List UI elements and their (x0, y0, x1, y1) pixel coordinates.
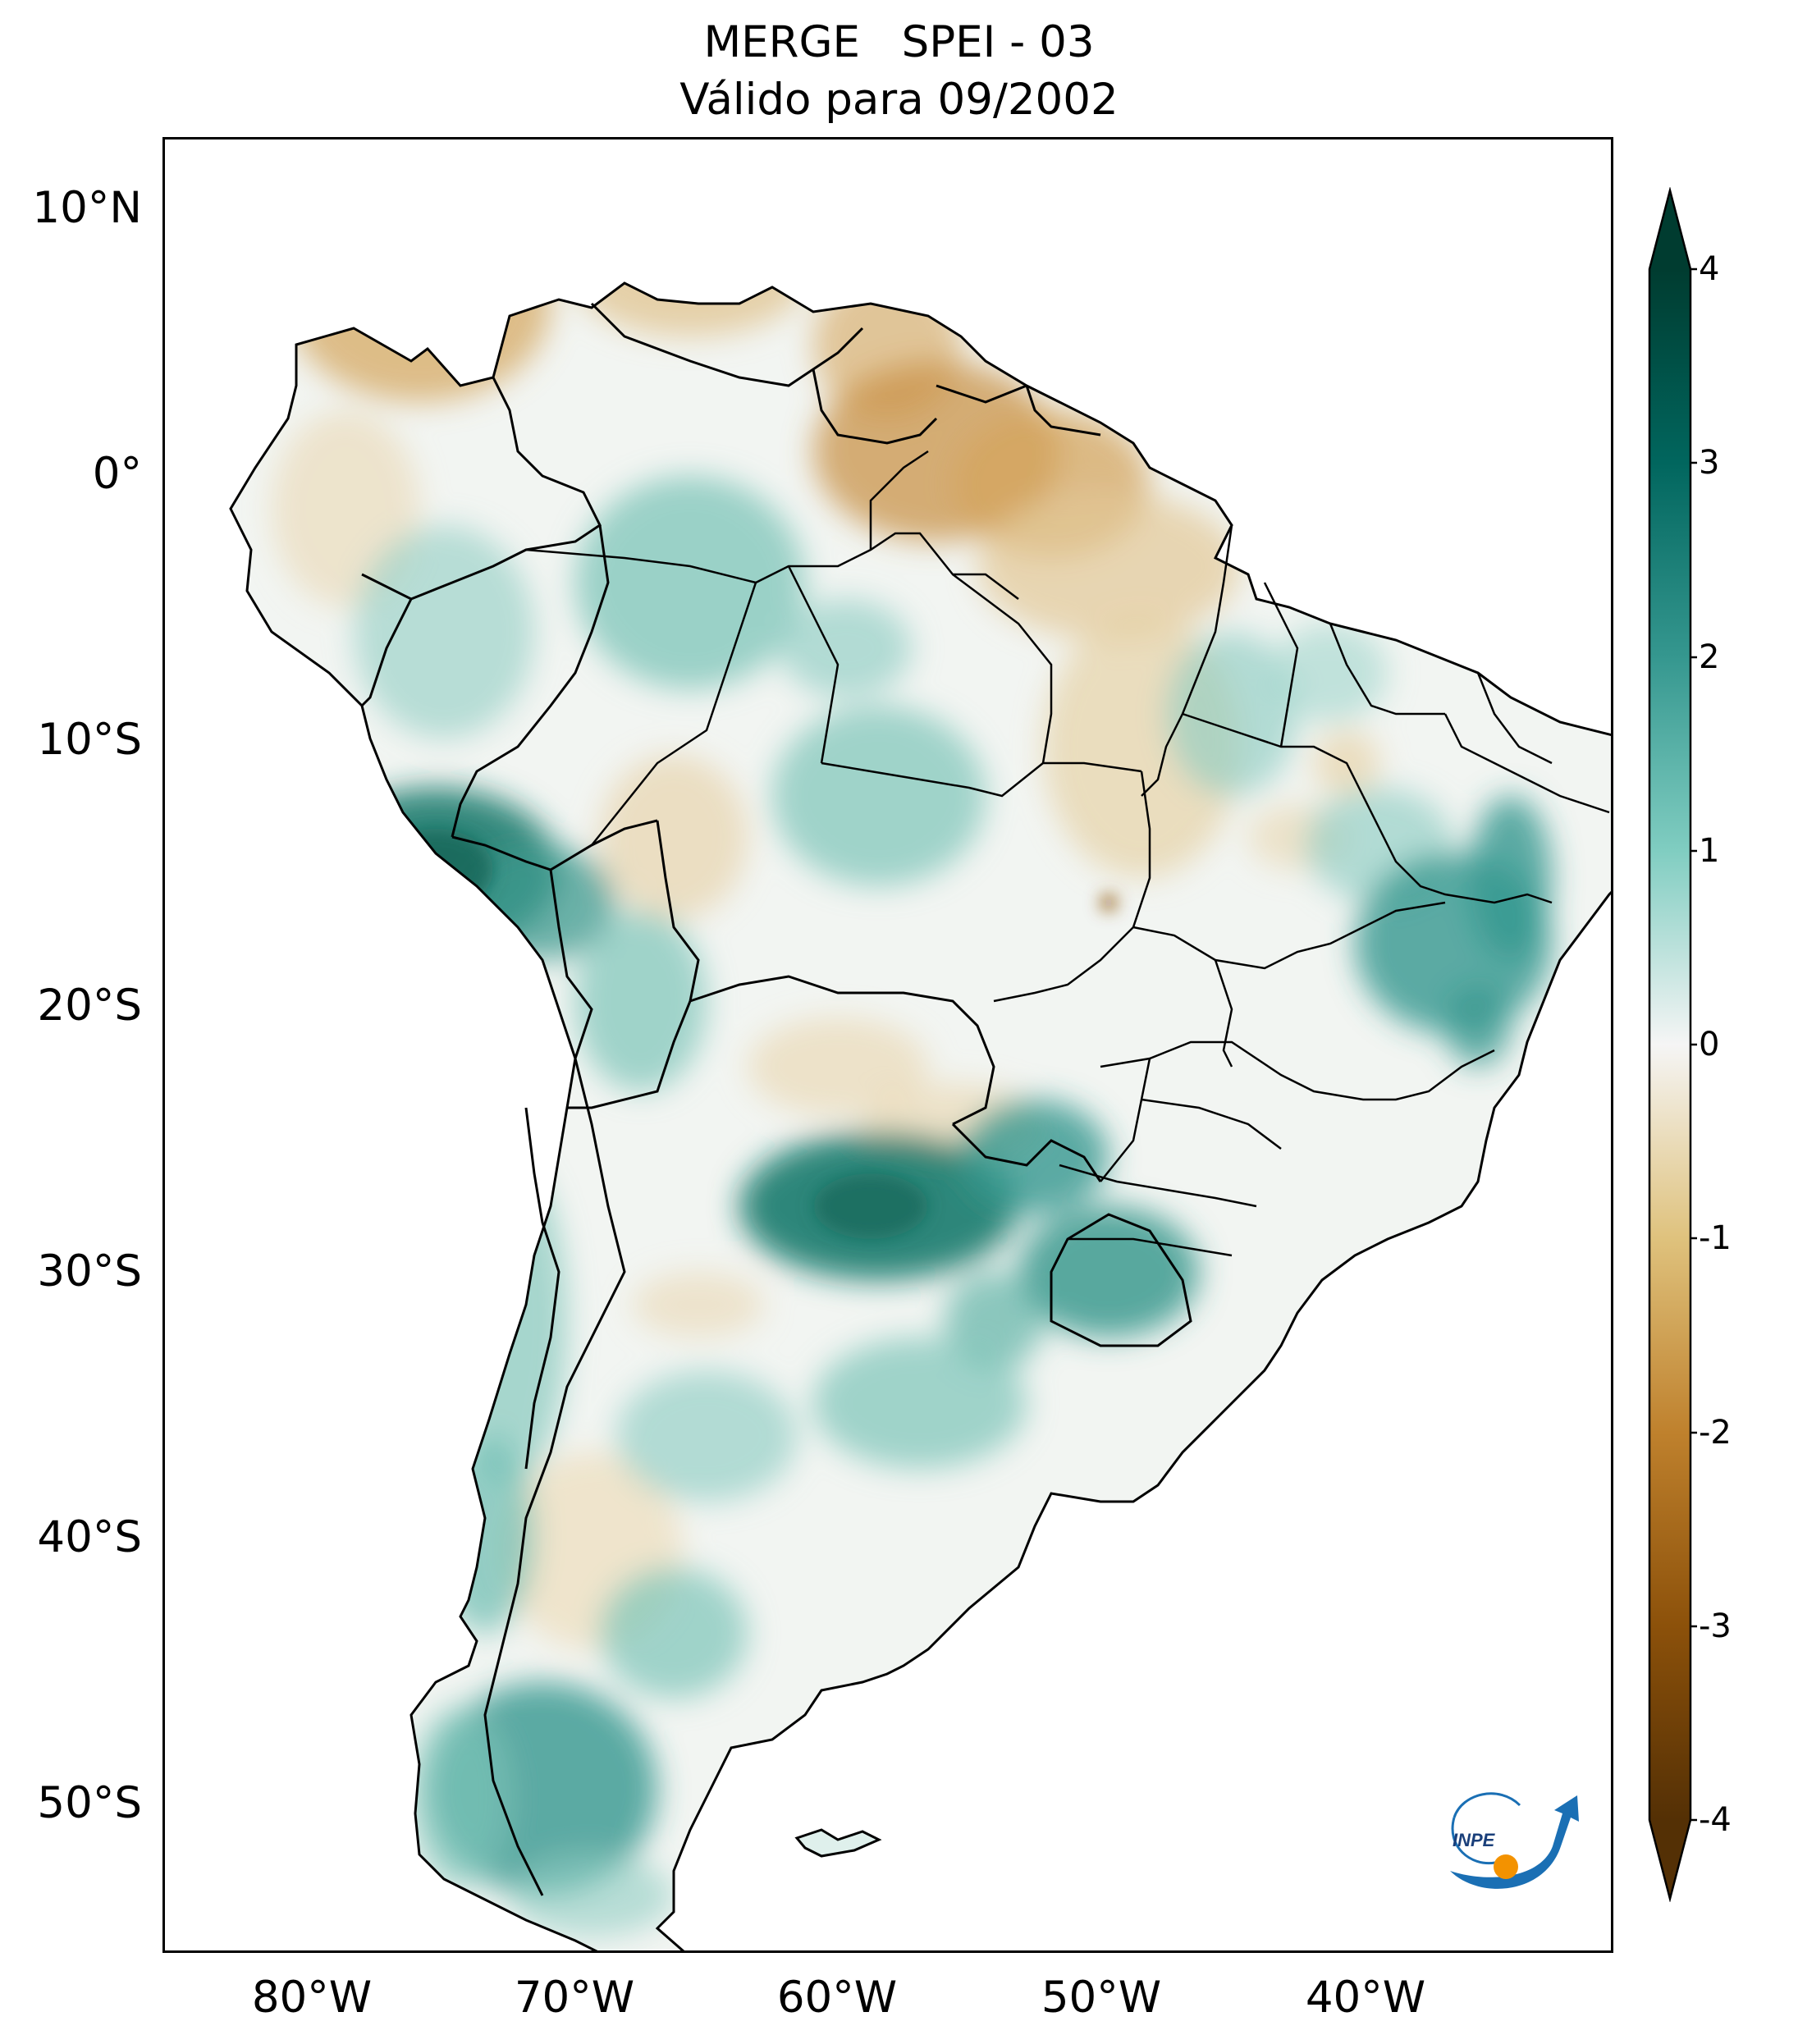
colorbar-tick-0: 0 (1699, 1026, 1720, 1063)
lat-label-10n: 10°N (32, 183, 142, 233)
colorbar-tick-neg2: -2 (1699, 1414, 1732, 1452)
colorbar-tick-4: 4 (1699, 250, 1720, 288)
colorbar-tick-1: 1 (1699, 832, 1720, 870)
colorbar-tick-3: 3 (1699, 444, 1720, 482)
map-panel (162, 137, 1613, 1953)
state-borders (525, 450, 1610, 1257)
colorbar-extend-max (1649, 190, 1690, 269)
spei-colorbar (1648, 187, 1697, 1902)
lat-label-0: 0° (92, 449, 142, 499)
lon-label-40w: 40°W (1305, 1973, 1426, 2023)
colorbar-tick-neg3: -3 (1699, 1607, 1732, 1645)
colorbar-tick-neg4: -4 (1699, 1801, 1732, 1839)
colorbar-extend-min (1649, 1820, 1690, 1899)
lat-label-30s: 30°S (37, 1246, 142, 1296)
falkland-islands (794, 1828, 882, 1858)
lat-label-40s: 40°S (37, 1512, 142, 1562)
lat-label-50s: 50°S (37, 1778, 142, 1828)
lon-label-70w: 70°W (514, 1973, 635, 2023)
lat-label-20s: 20°S (37, 981, 142, 1031)
svg-text:INPE: INPE (1453, 1830, 1496, 1850)
colorbar-tick-neg1: -1 (1699, 1219, 1732, 1257)
lon-label-80w: 80°W (251, 1973, 373, 2023)
colorbar-tick-2: 2 (1699, 638, 1720, 676)
colorbar-ticks (1690, 268, 1697, 1822)
country-borders (360, 302, 1192, 1896)
lat-label-10s: 10°S (37, 715, 142, 765)
map-title-line2: Válido para 09/2002 (679, 75, 1119, 125)
map-title-line1: MERGE SPEI - 03 (703, 17, 1095, 67)
lon-label-60w: 60°W (776, 1973, 898, 2023)
colorbar-body (1649, 269, 1690, 1820)
lon-label-50w: 50°W (1041, 1973, 1162, 2023)
south-america-map (229, 281, 1611, 1950)
inpe-logo: INPE (1450, 1792, 1579, 1889)
